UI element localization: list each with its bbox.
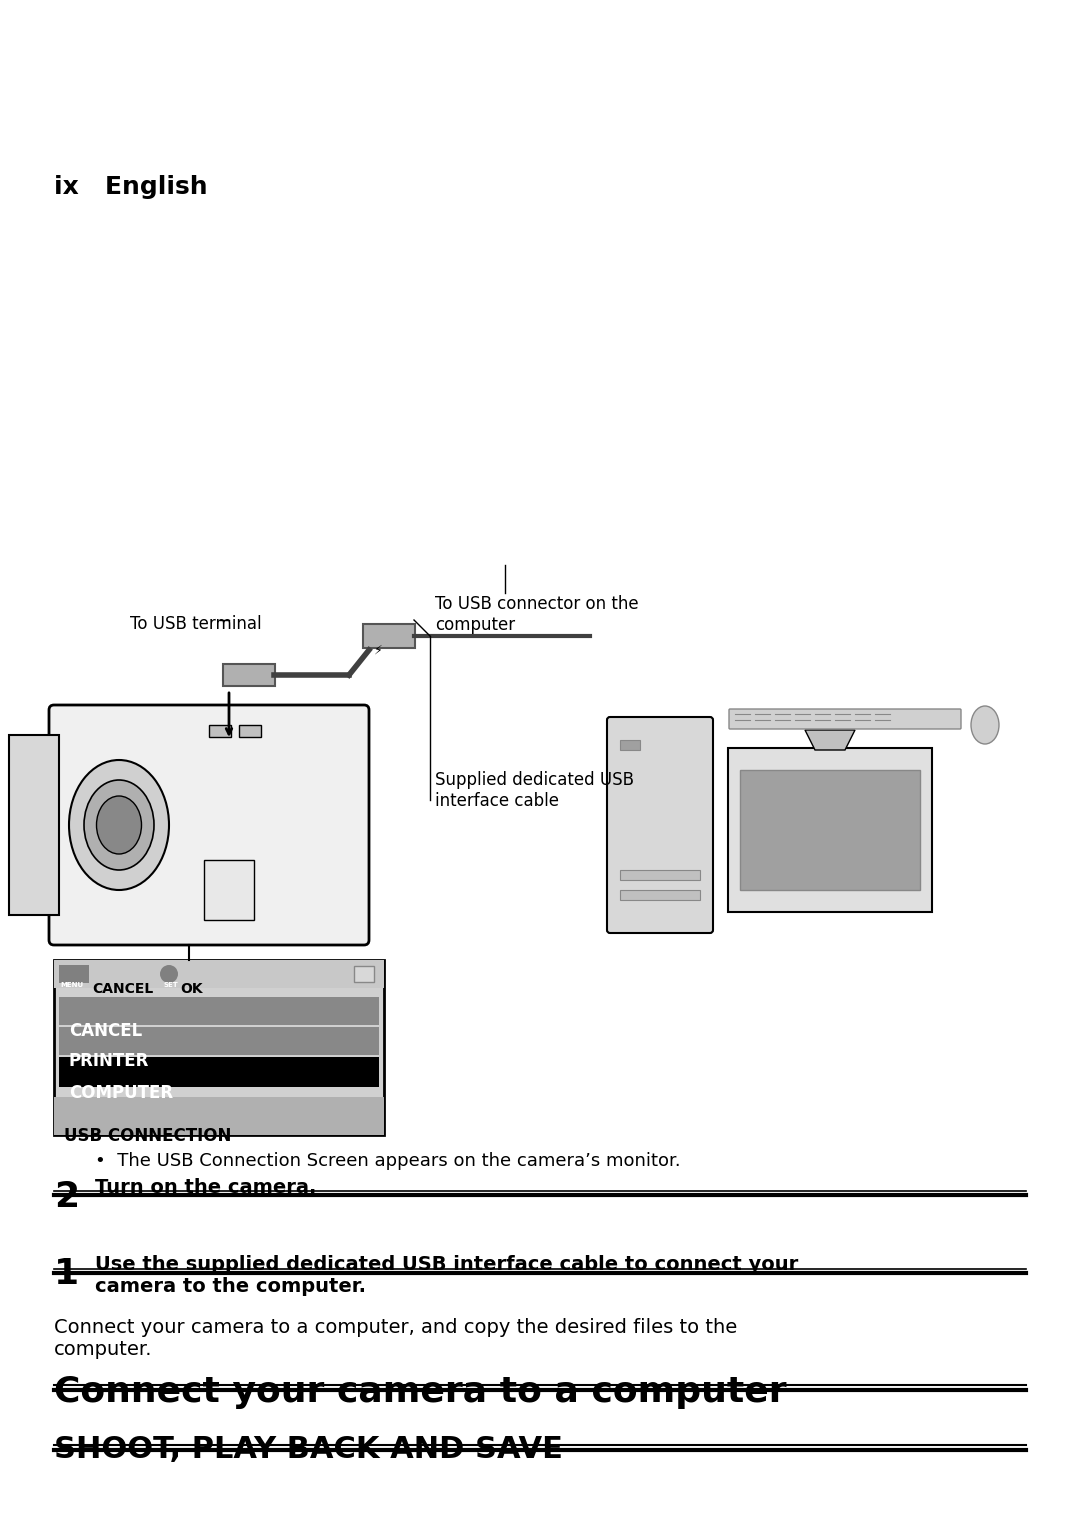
Text: Turn on the camera.: Turn on the camera. — [95, 1177, 316, 1197]
Ellipse shape — [84, 780, 154, 870]
Text: Connect your camera to a computer: Connect your camera to a computer — [54, 1375, 786, 1408]
Bar — [620, 890, 700, 900]
Text: Connect your camera to a computer, and copy the desired files to the
computer.: Connect your camera to a computer, and c… — [54, 1319, 738, 1358]
Bar — [210, 726, 231, 738]
Text: Use the supplied dedicated USB interface cable to connect your
camera to the com: Use the supplied dedicated USB interface… — [95, 1255, 798, 1296]
Bar — [9, 735, 59, 916]
Text: •  The USB Connection Screen appears on the camera’s monitor.: • The USB Connection Screen appears on t… — [95, 1151, 680, 1170]
Text: CANCEL: CANCEL — [69, 1022, 143, 1040]
Text: CANCEL: CANCEL — [92, 983, 153, 996]
Ellipse shape — [971, 706, 999, 744]
FancyBboxPatch shape — [729, 709, 961, 729]
Polygon shape — [805, 730, 855, 750]
Bar — [354, 966, 374, 983]
FancyBboxPatch shape — [49, 706, 369, 945]
Bar — [620, 870, 700, 881]
Bar — [59, 964, 89, 983]
Text: COMPUTER: COMPUTER — [69, 1084, 173, 1103]
FancyBboxPatch shape — [54, 960, 384, 1135]
FancyBboxPatch shape — [363, 624, 415, 648]
Circle shape — [160, 964, 178, 983]
Bar — [54, 960, 384, 989]
Bar — [204, 859, 254, 920]
Text: 2: 2 — [54, 1180, 79, 1214]
Bar — [59, 996, 379, 1025]
Text: To USB connector on the
computer: To USB connector on the computer — [435, 595, 638, 634]
Text: OK: OK — [180, 983, 203, 996]
Bar — [239, 726, 261, 738]
FancyBboxPatch shape — [607, 716, 713, 932]
Text: 1: 1 — [54, 1256, 79, 1291]
Ellipse shape — [96, 795, 141, 853]
Text: ⁠⚡: ⁠⚡ — [374, 643, 382, 657]
Bar — [59, 1057, 379, 1088]
Text: ix   English: ix English — [54, 175, 207, 199]
Bar — [54, 1097, 384, 1135]
Ellipse shape — [69, 760, 168, 890]
Text: PRINTER: PRINTER — [69, 1053, 149, 1069]
Text: To USB terminal: To USB terminal — [130, 614, 261, 633]
Bar — [740, 770, 920, 890]
Text: SHOOT, PLAY BACK AND SAVE: SHOOT, PLAY BACK AND SAVE — [54, 1434, 563, 1465]
Text: SET: SET — [163, 983, 178, 989]
Text: MENU: MENU — [60, 983, 83, 989]
FancyBboxPatch shape — [222, 665, 275, 686]
FancyBboxPatch shape — [728, 748, 932, 913]
Text: Supplied dedicated USB
interface cable: Supplied dedicated USB interface cable — [435, 771, 634, 811]
Text: USB CONNECTION: USB CONNECTION — [64, 1127, 231, 1145]
Bar — [59, 1027, 379, 1056]
Bar — [620, 741, 640, 750]
